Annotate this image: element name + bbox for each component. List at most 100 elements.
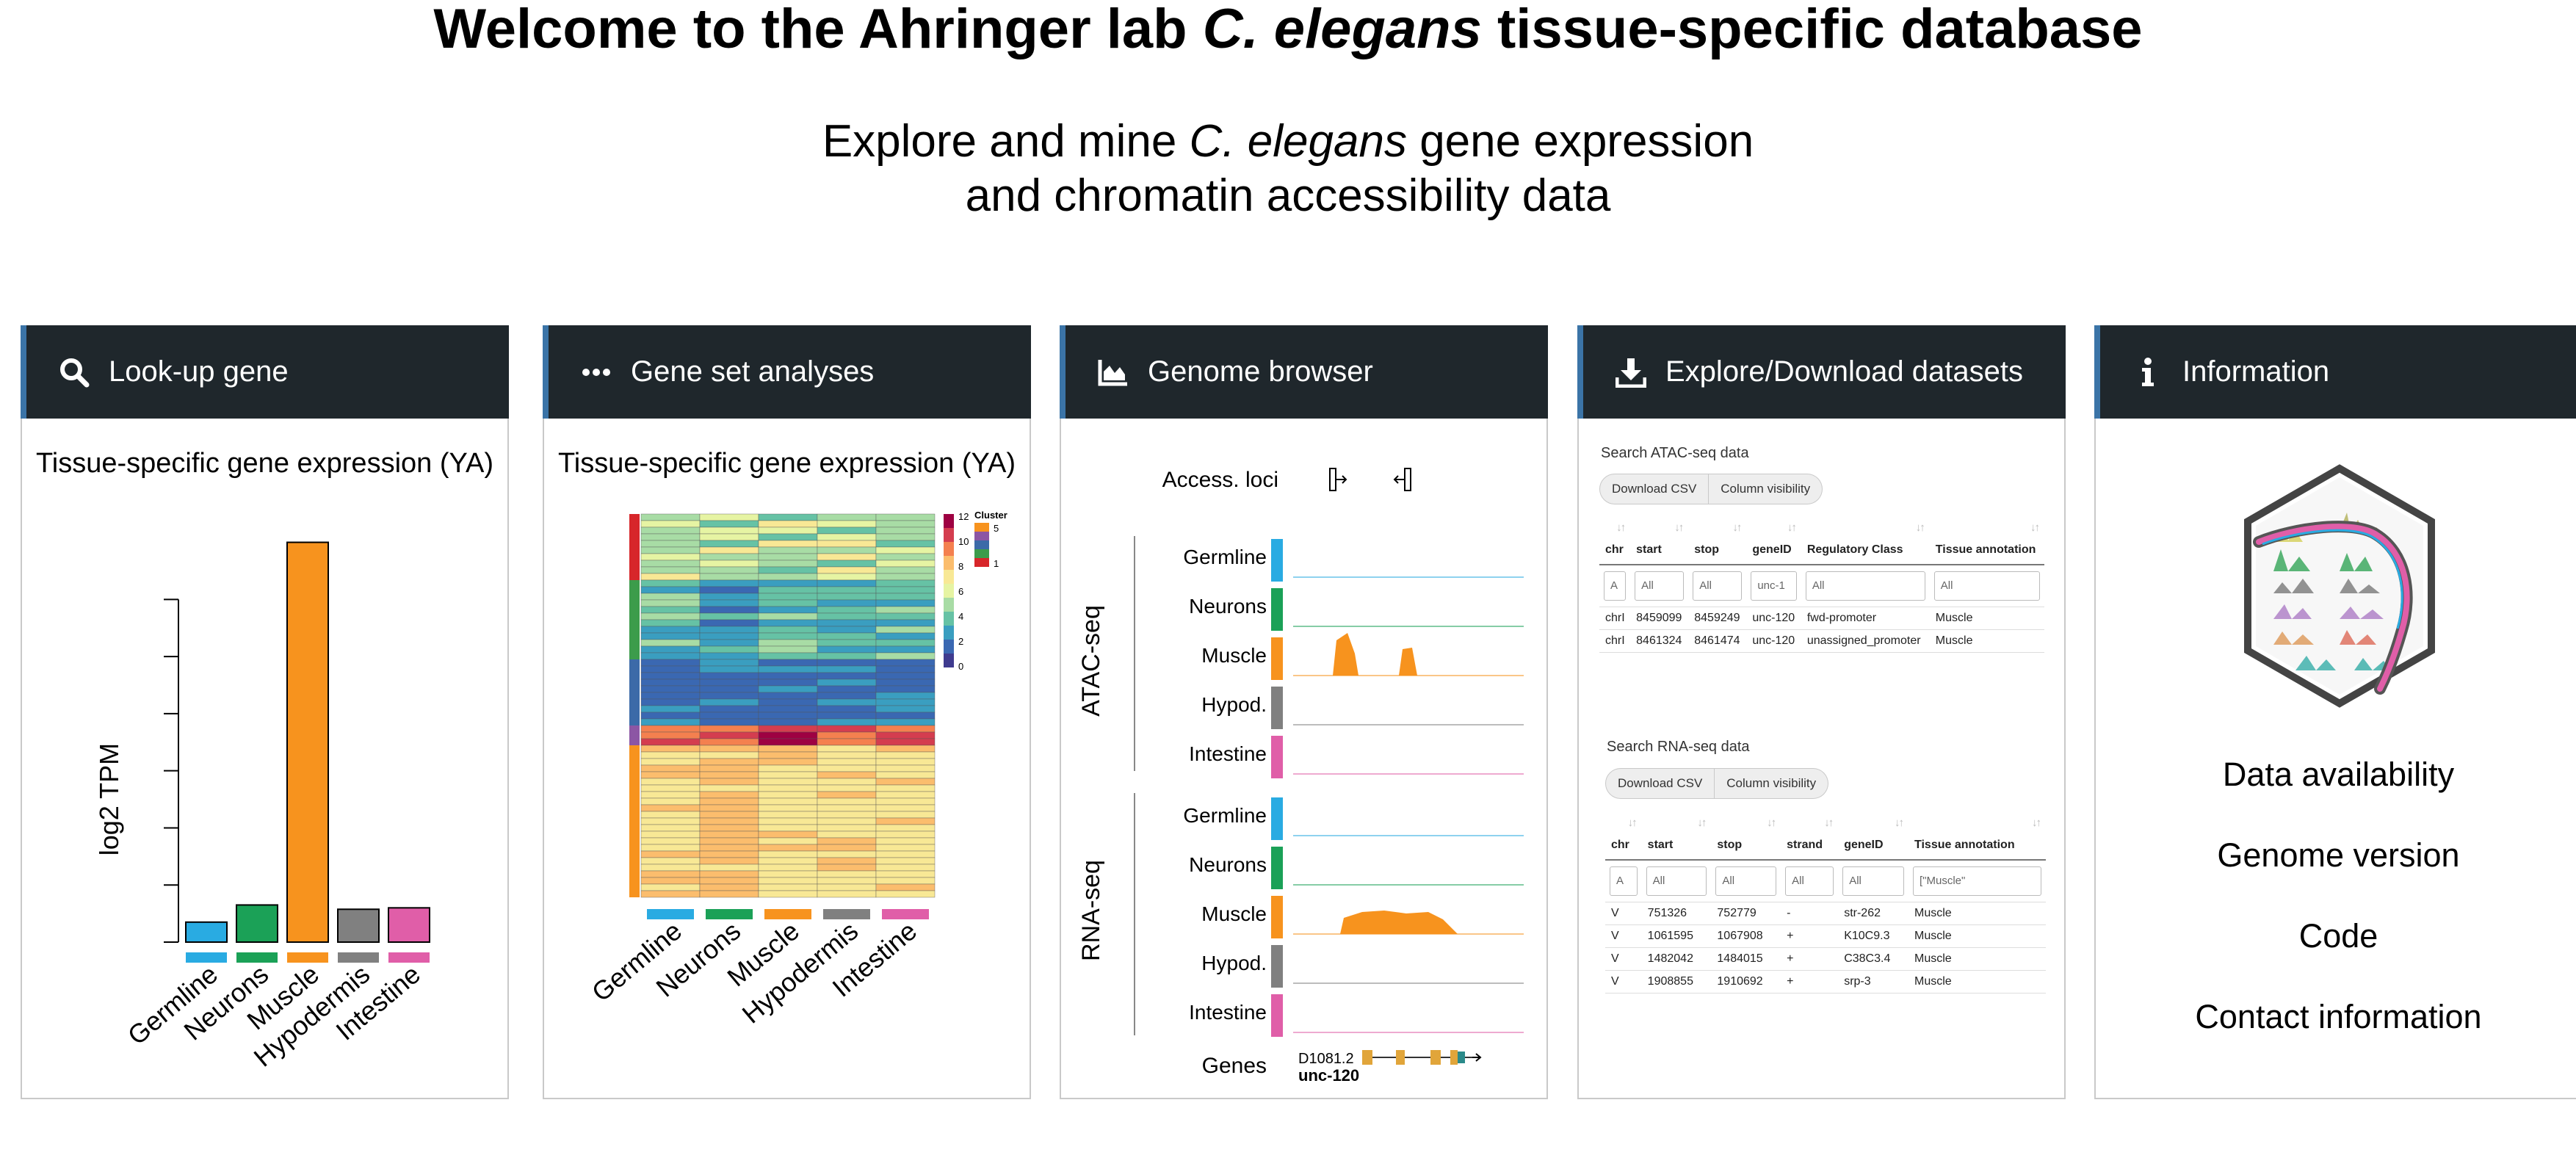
- column-filter-input[interactable]: All: [1842, 866, 1904, 896]
- table-row[interactable]: V 1908855 1910692 + srp-3 Muscle: [1605, 970, 2046, 994]
- column-header[interactable]: ↓↑ geneID: [1838, 815, 1909, 861]
- heatmap-cell: [817, 520, 877, 528]
- heatmap-cell: [875, 778, 936, 786]
- sort-icon[interactable]: ↓↑: [1767, 817, 1776, 829]
- column-filter-input[interactable]: ["Muscle": [1912, 866, 2041, 896]
- gene-exon: [1396, 1050, 1405, 1065]
- column-header-label: start: [1647, 839, 1674, 851]
- column-filter-input[interactable]: All: [1646, 866, 1707, 896]
- table-cell: 8461324: [1630, 629, 1689, 653]
- sort-icon[interactable]: ↓↑: [1894, 817, 1904, 829]
- column-filter-input[interactable]: All: [1933, 571, 2040, 601]
- atac-download-csv-button[interactable]: Download CSV: [1599, 474, 1710, 504]
- column-header[interactable]: ↓↑ chr: [1599, 520, 1631, 565]
- heatmap-cell: [875, 784, 936, 792]
- column-header[interactable]: ↓↑ Tissue annotation: [1929, 520, 2044, 565]
- column-header[interactable]: ↓↑ start: [1630, 520, 1689, 565]
- heatmap-cell: [640, 883, 701, 891]
- heatmap-cell: [640, 731, 701, 739]
- table-row[interactable]: V 1061595 1067908 + K10C9.3 Muscle: [1605, 924, 2046, 948]
- column-filter-input[interactable]: A: [1604, 571, 1627, 601]
- datasets-header[interactable]: Explore/Download datasets: [1577, 325, 2066, 419]
- atac-column-visibility-button[interactable]: Column visibility: [1709, 474, 1823, 504]
- genome-version-link[interactable]: Genome version: [2217, 836, 2460, 874]
- colorbar-tick: 10: [958, 536, 969, 547]
- genome-browser-header[interactable]: Genome browser: [1060, 325, 1548, 419]
- column-header[interactable]: ↓↑ strand: [1781, 815, 1839, 861]
- track-label: Hypod.: [1201, 952, 1267, 974]
- rna-column-visibility-button[interactable]: Column visibility: [1715, 768, 1829, 799]
- heatmap-cell: [758, 513, 818, 521]
- lookup-gene-header[interactable]: Look-up gene: [21, 325, 509, 419]
- sort-icon[interactable]: ↓↑: [1627, 817, 1638, 829]
- sort-icon[interactable]: ↓↑: [1616, 521, 1626, 534]
- lookup-gene-card[interactable]: Look-up gene Tissue-specific gene expres…: [21, 325, 509, 1099]
- heatmap-cell: [699, 692, 759, 700]
- column-filter-input[interactable]: All: [1693, 571, 1743, 601]
- column-header[interactable]: ↓↑ Tissue annotation: [1908, 815, 2046, 861]
- genome-browser-card[interactable]: Genome browser Access. loci ATAC-seq RNA-s…: [1060, 325, 1548, 1099]
- column-filter-input[interactable]: A: [1610, 866, 1638, 896]
- sort-icon[interactable]: ↓↑: [1697, 817, 1707, 829]
- heatmap-cell: [640, 639, 701, 647]
- heatmap-cell: [699, 857, 759, 865]
- heatmap-cell: [640, 573, 701, 581]
- heatmap-cell: [875, 824, 936, 832]
- information-header[interactable]: Information: [2094, 325, 2576, 419]
- heatmap-cell: [640, 586, 701, 594]
- heatmap-cell: [640, 692, 701, 700]
- colorbar-segment: [944, 528, 954, 542]
- track-label: Muscle: [1201, 902, 1267, 925]
- heatmap-cell: [875, 639, 936, 647]
- heatmap-cell: [817, 837, 877, 845]
- column-header[interactable]: ↓↑ stop: [1711, 815, 1781, 861]
- rna-download-csv-button[interactable]: Download CSV: [1605, 768, 1715, 799]
- table-row[interactable]: chrI 8459099 8459249 unc-120 fwd-promoter Mus…: [1599, 607, 2044, 630]
- sort-icon[interactable]: ↓↑: [1732, 521, 1742, 534]
- column-header[interactable]: ↓↑ chr: [1605, 815, 1642, 861]
- gene-set-card[interactable]: Gene set analyses Tissue-specific gene e…: [543, 325, 1031, 1099]
- genome-browser-label: Genome browser: [1148, 355, 1373, 388]
- heatmap-cell: [640, 705, 701, 713]
- information-card[interactable]: Information Data: [2094, 325, 2576, 1099]
- column-filter-input[interactable]: All: [1805, 571, 1925, 601]
- column-filter-input[interactable]: unc-1: [1751, 571, 1797, 601]
- heatmap-cell: [817, 546, 877, 554]
- column-header[interactable]: ↓↑ stop: [1688, 520, 1747, 565]
- column-filter-input[interactable]: All: [1635, 571, 1685, 601]
- heatmap-cell: [640, 797, 701, 806]
- gene-set-header[interactable]: Gene set analyses: [543, 325, 1031, 419]
- column-header[interactable]: ↓↑ start: [1641, 815, 1712, 861]
- heatmap-cell: [699, 811, 759, 819]
- rna-button-group: Download CSV Column visibility: [1605, 768, 1829, 799]
- table-cell: Muscle: [1929, 607, 2044, 630]
- sort-icon[interactable]: ↓↑: [1787, 521, 1797, 534]
- sort-icon[interactable]: ↓↑: [2032, 817, 2041, 829]
- locus-marker: [1404, 468, 1411, 491]
- table-row[interactable]: chrI 8461324 8461474 unc-120 unassigned_prom…: [1599, 629, 2044, 653]
- column-header[interactable]: ↓↑ Regulatory Class: [1801, 520, 1930, 565]
- cluster-legend-swatch: [974, 532, 989, 540]
- table-cell: +: [1781, 924, 1839, 948]
- datasets-card[interactable]: Explore/Download datasets Search ATAC-se…: [1577, 325, 2066, 1099]
- sort-icon[interactable]: ↓↑: [2030, 521, 2040, 534]
- heatmap-cell: [699, 685, 759, 693]
- heatmap-cell: [875, 533, 936, 541]
- table-row[interactable]: V 1482042 1484015 + C38C3.4 Muscle: [1605, 947, 2046, 971]
- column-filter-input[interactable]: All: [1715, 866, 1777, 896]
- sort-icon[interactable]: ↓↑: [1915, 521, 1925, 534]
- heatmap-cell: [758, 811, 818, 819]
- contact-information-link[interactable]: Contact information: [2195, 998, 2482, 1035]
- cluster-legend-swatch: [974, 549, 989, 558]
- code-link[interactable]: Code: [2298, 917, 2378, 955]
- heatmap-cell: [817, 560, 877, 568]
- rna-group-label: RNA-seq: [1077, 860, 1105, 961]
- table-row[interactable]: V 751326 752779- str-262 Muscle: [1605, 902, 2046, 925]
- column-header[interactable]: ↓↑ geneID: [1746, 520, 1801, 565]
- column-filter-input[interactable]: All: [1785, 866, 1834, 896]
- data-availability-link[interactable]: Data availability: [2222, 756, 2455, 793]
- atac-group-label: ATAC-seq: [1077, 605, 1105, 717]
- sort-icon[interactable]: ↓↑: [1824, 817, 1834, 829]
- sort-icon[interactable]: ↓↑: [1674, 521, 1684, 534]
- locus-arrow: [1393, 475, 1405, 484]
